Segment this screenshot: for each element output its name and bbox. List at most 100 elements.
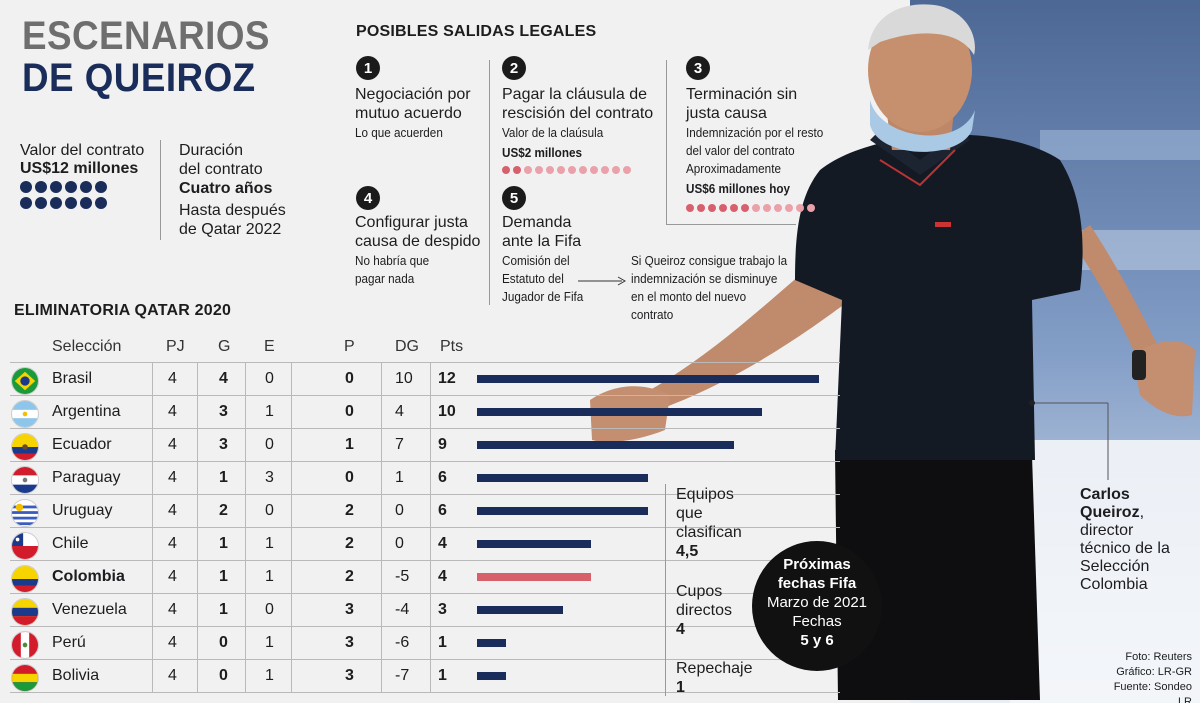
duration-label-2: del contrato: [179, 161, 263, 178]
table-row: Colombia 4 1 1 2 -5 4: [10, 560, 840, 593]
exit-3-note: Indemnización por el resto del valor del …: [686, 125, 824, 176]
table-bottom-border: [10, 692, 840, 693]
ecuador-flag-icon: [11, 433, 39, 461]
cell-team: Venezuela: [52, 601, 127, 618]
duration-note-2: de Qatar 2022: [179, 221, 282, 238]
points-bar: [477, 639, 506, 647]
cell-g: 4: [219, 370, 228, 387]
cell-pts: 3: [438, 601, 447, 618]
duration-value: Cuatro años: [179, 180, 273, 197]
cell-pj: 4: [168, 370, 177, 387]
cell-pts: 6: [438, 502, 447, 519]
table-row: Chile 4 1 1 2 0 4: [10, 527, 840, 560]
cell-p: 3: [345, 601, 354, 618]
cell-p: 3: [345, 634, 354, 651]
divider: [160, 140, 161, 240]
cell-e: 0: [265, 601, 274, 618]
cell-g: 1: [219, 568, 228, 585]
cell-pts: 4: [438, 568, 447, 585]
chile-flag-icon: [11, 532, 39, 560]
exit-2-title: Pagar la cláusula de rescisión del contra…: [502, 86, 654, 122]
exit-4-note: No habría que pagar nada: [355, 253, 430, 286]
contract-value-label: Valor del contrato: [20, 142, 145, 159]
cell-p: 0: [345, 370, 354, 387]
paraguay-flag-icon: [11, 466, 39, 494]
standings-title: ELIMINATORIA QATAR 2020: [14, 302, 232, 319]
cell-g: 1: [219, 535, 228, 552]
cell-team: Ecuador: [52, 436, 112, 453]
cell-dg: 4: [395, 403, 404, 420]
table-row: Paraguay 4 1 3 0 1 6: [10, 461, 840, 494]
cell-g: 0: [219, 634, 228, 651]
cell-p: 1: [345, 436, 354, 453]
exit-3-value: US$6 millones hoy: [686, 181, 791, 196]
divider: [665, 484, 666, 696]
cell-pj: 4: [168, 601, 177, 618]
cell-pj: 4: [168, 667, 177, 684]
cell-e: 1: [265, 634, 274, 651]
cell-pj: 4: [168, 568, 177, 585]
exit-2-dots: [502, 166, 631, 174]
table-row: Venezuela 4 1 0 3 -4 3: [10, 593, 840, 626]
cell-p: 2: [345, 502, 354, 519]
points-bar: [477, 474, 648, 482]
cell-pts: 9: [438, 436, 447, 453]
cell-g: 3: [219, 403, 228, 420]
cell-pts: 10: [438, 403, 456, 420]
venezuela-flag-icon: [11, 598, 39, 626]
points-bar: [477, 540, 591, 548]
cell-e: 1: [265, 535, 274, 552]
contract-value: US$12 millones: [20, 160, 139, 177]
table-row: Uruguay 4 2 0 2 0 6: [10, 494, 840, 527]
cell-team: Colombia: [52, 568, 125, 585]
cell-g: 1: [219, 601, 228, 618]
exit-4-title: Configurar justa causa de despido: [355, 214, 481, 250]
cell-g: 2: [219, 502, 228, 519]
divider: [666, 224, 796, 225]
exit-1-title: Negociación por mutuo acuerdo: [355, 86, 471, 122]
col-header-p: P: [344, 338, 355, 355]
cell-pts: 6: [438, 469, 447, 486]
cell-dg: -4: [395, 601, 410, 618]
uruguay-flag-icon: [11, 499, 39, 527]
cell-dg: -6: [395, 634, 410, 651]
argentina-flag-icon: [11, 400, 39, 428]
cell-p: 0: [345, 469, 354, 486]
cell-e: 3: [265, 469, 274, 486]
next-dates-badge: Próximas fechas Fifa Marzo de 2021 Fecha…: [752, 541, 882, 671]
qualify-playoff: Repechaje 1: [676, 660, 753, 696]
col-header-pts: Pts: [440, 338, 464, 355]
cell-dg: -5: [395, 568, 410, 585]
brazil-flag-icon: [11, 367, 39, 395]
cell-p: 2: [345, 568, 354, 585]
cell-team: Brasil: [52, 370, 93, 387]
arrow-note: Si Queiroz consigue trabajo la indemnizac…: [631, 253, 788, 322]
table-row: Argentina 4 3 1 0 4 10: [10, 395, 840, 428]
points-bar: [477, 672, 506, 680]
cell-team: Argentina: [52, 403, 121, 420]
cell-e: 1: [265, 568, 274, 585]
exit-4-number: 4: [356, 186, 380, 210]
exit-2-note: Valor de la claúsula: [502, 125, 604, 140]
points-bar: [477, 408, 762, 416]
divider: [489, 60, 490, 305]
table-row: Ecuador 4 3 0 1 7 9: [10, 428, 840, 461]
table-row: Bolivia 4 0 1 3 -7 1: [10, 659, 840, 692]
cell-e: 1: [265, 403, 274, 420]
exit-1-number: 1: [356, 56, 380, 80]
col-header-e: E: [264, 338, 275, 355]
exit-2-value: US$2 millones: [502, 145, 582, 160]
col-header-pj: PJ: [166, 338, 185, 355]
cell-pts: 12: [438, 370, 456, 387]
cell-g: 0: [219, 667, 228, 684]
points-bar: [477, 375, 819, 383]
cell-g: 3: [219, 436, 228, 453]
points-bar: [477, 573, 591, 581]
cell-e: 0: [265, 436, 274, 453]
cell-pts: 1: [438, 634, 447, 651]
duration-label-1: Duración: [179, 142, 244, 159]
cell-p: 3: [345, 667, 354, 684]
exit-1-note: Lo que acuerden: [355, 125, 443, 140]
cell-pts: 1: [438, 667, 447, 684]
cell-e: 1: [265, 667, 274, 684]
